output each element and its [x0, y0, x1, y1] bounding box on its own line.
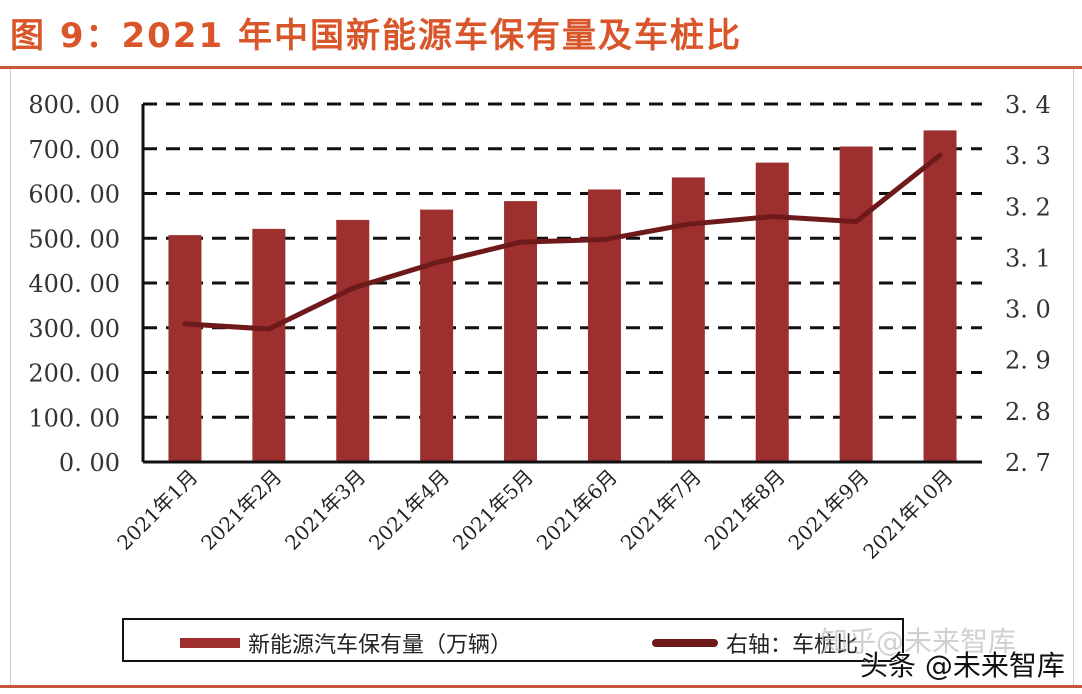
left-tick-label: 100. 00	[28, 404, 120, 432]
x-tick-label: 2021年5月	[448, 465, 538, 555]
chart-frame	[10, 69, 1074, 686]
left-tick-label: 800. 00	[28, 91, 120, 119]
bar	[168, 235, 202, 462]
x-tick-label: 2021年9月	[783, 465, 873, 555]
axes	[141, 104, 982, 464]
right-tick-label: 3. 3	[1005, 142, 1051, 170]
legend: 新能源汽车保有量（万辆） 右轴：车桩比	[122, 618, 904, 662]
title-divider	[0, 66, 1082, 69]
legend-item-holdings: 新能源汽车保有量（万辆）	[180, 627, 512, 659]
bar	[587, 189, 621, 462]
bar	[252, 228, 286, 462]
x-tick-label: 2021年1月	[112, 465, 202, 555]
x-tick-label: 2021年10月	[858, 465, 957, 564]
left-tick-label: 500. 00	[28, 225, 120, 253]
left-tick-label: 300. 00	[28, 315, 120, 343]
bar	[839, 146, 873, 462]
x-tick-label: 2021年7月	[616, 465, 706, 555]
right-tick-label: 2. 9	[1005, 347, 1051, 375]
left-tick-label: 0. 00	[59, 449, 120, 477]
right-axis-ticks: 3. 4 3. 3 3. 2 3. 1 3. 0 2. 9 2. 8 2. 7	[1005, 91, 1051, 477]
x-axis-labels: 2021年1月2021年2月2021年3月2021年4月2021年5月2021年…	[112, 465, 957, 564]
watermark-toutiao: 头条 @未来智库	[860, 649, 1065, 682]
right-tick-label: 2. 7	[1005, 449, 1051, 477]
ratio-line	[182, 152, 943, 332]
x-tick-label: 2021年3月	[280, 465, 370, 555]
right-tick-label: 2. 8	[1005, 398, 1051, 426]
watermark-zhihu: 知乎@未来智库	[820, 625, 1017, 658]
right-tick-label: 3. 4	[1005, 91, 1051, 119]
left-tick-label: 600. 00	[28, 181, 120, 209]
legend-item-ratio: 右轴：车桩比	[652, 627, 858, 659]
figure-title: 图 9：2021 年中国新能源车保有量及车桩比	[10, 16, 742, 56]
legend-label: 新能源汽车保有量（万辆）	[248, 633, 513, 658]
right-tick-label: 3. 0	[1005, 296, 1051, 324]
line-swatch-icon	[652, 639, 718, 647]
x-tick-label: 2021年8月	[700, 465, 790, 555]
line-series	[182, 152, 943, 332]
left-tick-label: 400. 00	[28, 270, 120, 298]
x-tick-label: 2021年6月	[532, 465, 622, 555]
left-axis-ticks: 800. 00 700. 00 600. 00 500. 00 400. 00 300. …	[28, 91, 120, 477]
legend-label: 右轴：车桩比	[726, 633, 859, 658]
left-tick-label: 200. 00	[28, 360, 120, 388]
x-tick-label: 2021年2月	[196, 465, 286, 555]
right-tick-label: 3. 1	[1005, 244, 1051, 272]
bar-swatch-icon	[180, 638, 240, 648]
bar	[336, 219, 370, 462]
bar	[671, 177, 705, 462]
bar	[420, 209, 454, 462]
bar	[923, 130, 957, 462]
left-tick-label: 700. 00	[28, 136, 120, 164]
bar	[755, 162, 789, 462]
right-tick-label: 3. 2	[1005, 193, 1051, 221]
x-tick-label: 2021年4月	[364, 465, 454, 555]
bar-series	[168, 130, 957, 463]
bottom-divider	[0, 685, 1082, 688]
